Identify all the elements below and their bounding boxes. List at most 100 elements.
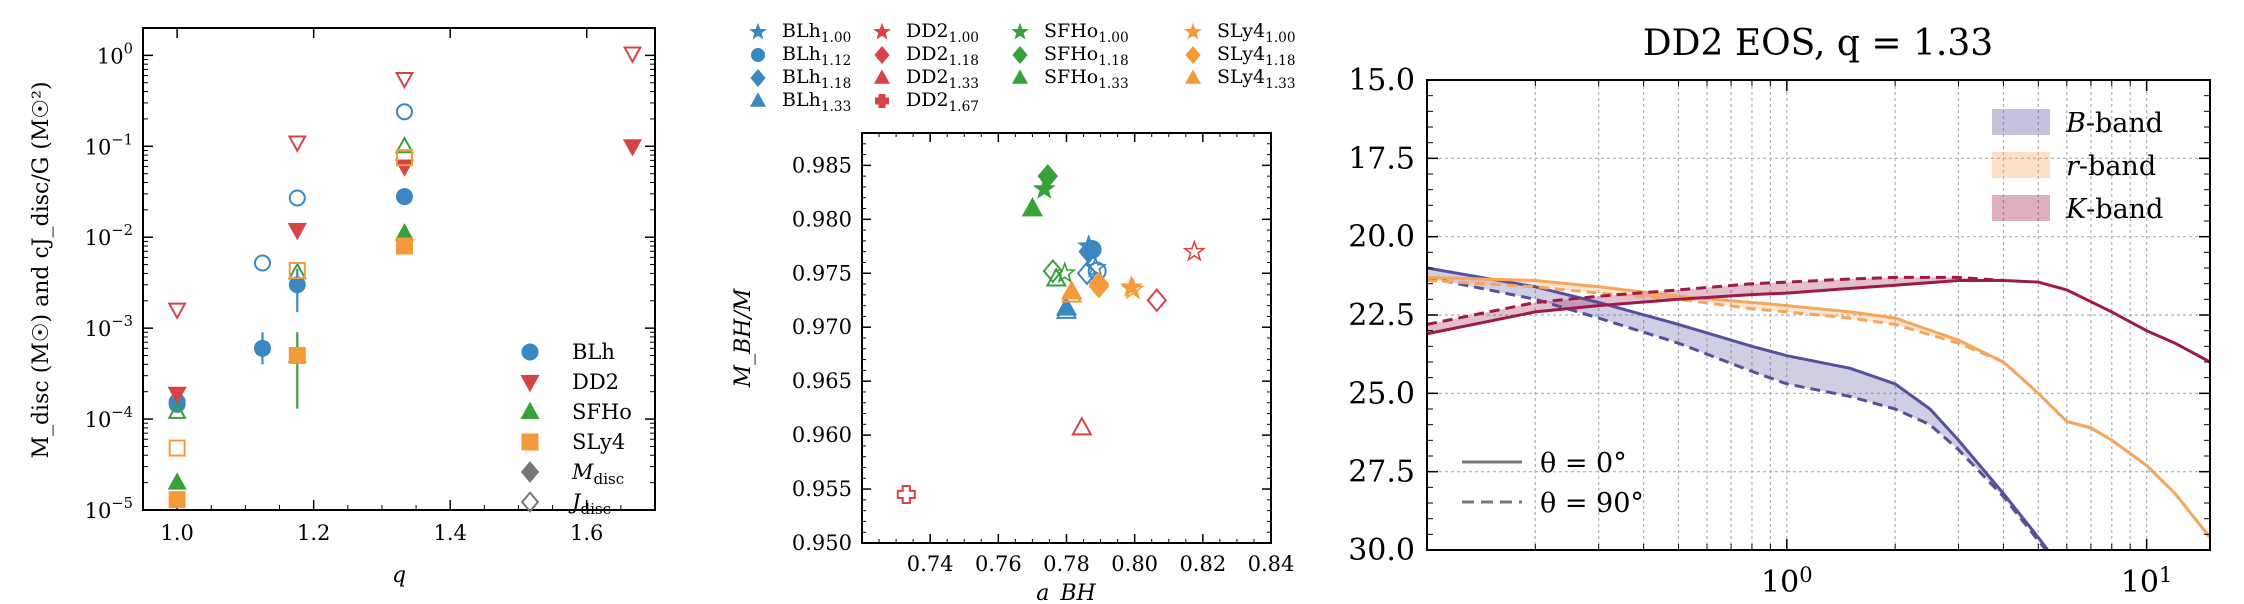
- panel2-legend-label: DD21.33: [906, 66, 979, 92]
- panel1-ytick-label: 10−2: [85, 222, 133, 250]
- panel2-legend-label: SLy41.18: [1217, 43, 1296, 69]
- panel3-ticks: 100 101 15.0 17.5 20.0 22.5 25.0 27.5 30.0: [1348, 63, 2210, 600]
- panel1-ylabel: M_disc (M☉) and cJ_disc/G (M☉²): [29, 81, 54, 458]
- panel1-ytick-label: 10−3: [85, 313, 133, 341]
- panel3-band-K: [1427, 277, 2004, 334]
- panel1-legend-label: SFHo: [572, 400, 632, 424]
- panel2-legend-label: SLy41.00: [1217, 20, 1296, 46]
- panel2-point-BLh-filled: [1055, 296, 1078, 316]
- panel3-ytick-label: 15.0: [1348, 63, 1415, 98]
- panel2-ytick-label: 0.960: [792, 423, 852, 447]
- panel1-point-SFHo-jdisc: [167, 401, 187, 419]
- panel2-ylabel: M_BH/M: [731, 288, 756, 388]
- panel1-point-BLh-jdisc: [253, 254, 271, 272]
- panel1-data: [167, 46, 643, 509]
- panel2-legend-marker: [1184, 22, 1202, 40]
- panel1-point-BLh-mdisc: [288, 276, 306, 294]
- panel3-legend-swatch: [1992, 152, 2050, 178]
- panel1-xtick-label: 1.0: [160, 521, 193, 545]
- panel-bh-mass-vs-spin: 0.74 0.76 0.78 0.80 0.82 0.84 0.950 0.955 0.960 0…: [731, 20, 1296, 604]
- panel2-point-SFHo-filled: [1037, 163, 1058, 189]
- panel2-point-BLh-filled: [1078, 239, 1099, 264]
- panel2-legend-label: BLh1.00: [782, 20, 851, 46]
- panel1-ticks: 1.0 1.2 1.4 1.6 10−5 10−4 10−3 10−2 10−1 100: [85, 27, 655, 545]
- panel1-xlabel: q: [392, 563, 406, 588]
- panel2-frame: [861, 132, 1272, 544]
- panel2-legend-label: DD21.67: [906, 89, 979, 115]
- panel1-point-DD2-jdisc: [394, 71, 415, 90]
- panel3-ytick-label: 20.0: [1348, 220, 1415, 255]
- panel3-legend-label: B-band: [2065, 108, 2163, 139]
- panel1-legend-marker: [520, 461, 540, 483]
- panel2-ytick-label: 0.970: [792, 315, 852, 339]
- panel1-legend-marker: [521, 343, 539, 361]
- panel1-xtick-label: 1.2: [297, 521, 330, 545]
- panel1-point-DD2-mdisc: [287, 223, 307, 241]
- panel2-legend-label: BLh1.18: [782, 66, 851, 92]
- panel3-ytick-label: 17.5: [1348, 141, 1415, 176]
- panel3-linestyle-label: θ = 90°: [1540, 488, 1644, 519]
- panel2-legend-marker: [874, 69, 890, 84]
- panel2-ytick-label: 0.955: [792, 477, 852, 501]
- panel2-legend-marker: [1185, 69, 1201, 84]
- panel2-legend-label: SFHo1.00: [1044, 20, 1129, 46]
- panel1-point-DD2-mdisc: [622, 139, 643, 157]
- panel2-ytick-label: 0.965: [792, 369, 852, 393]
- panel2-legend: BLh1.00 DD21.00 SFHo1.00 SLy41.00 BLh1.12 DD2…: [749, 20, 1296, 115]
- panel2-point-DD2-open: [1182, 239, 1206, 262]
- panel2-ytick-label: 0.975: [792, 261, 852, 285]
- panel3-line-B-90deg: [1427, 275, 2049, 550]
- panel2-legend-marker: [1011, 22, 1029, 40]
- panel2-point-DD2-open: [1071, 416, 1093, 436]
- panel2-point-DD2-open: [1146, 288, 1168, 313]
- panel1-ytick-label: 10−5: [85, 495, 133, 523]
- panel3-ytick-label: 27.5: [1348, 455, 1415, 490]
- panel3-legend-swatch: [1992, 195, 2050, 221]
- panel1-ytick-label: 100: [97, 40, 133, 68]
- panel3-line-K-0deg: [1427, 279, 2210, 364]
- panel2-ytick-label: 0.985: [792, 153, 852, 177]
- panel1-legend-marker: [520, 401, 540, 419]
- panel1-point-SLy4-mdisc: [288, 347, 306, 365]
- panel2-legend-label: SLy41.33: [1217, 66, 1296, 92]
- panel2-point-SFHo-open: [1045, 267, 1067, 287]
- panel2-legend-label: BLh1.12: [782, 43, 851, 69]
- panel3-legend-swatch: [1992, 109, 2050, 135]
- panel2-legend-marker: [874, 45, 890, 65]
- panel2-point-SLy4-filled: [1119, 275, 1143, 298]
- panel1-legend-marker: [520, 375, 540, 393]
- panel3-band-B: [1427, 268, 2048, 550]
- panel2-legend-marker: [1012, 45, 1028, 65]
- panel-light-curves: DD2 EOS, q = 1.33 100 101 15.0 17.5 20.0 22.5…: [1348, 23, 2211, 600]
- panel2-point-SLy4-filled: [1060, 280, 1083, 300]
- panel2-legend-marker: [751, 48, 765, 62]
- panel3-xtick-label: 100: [1761, 563, 1813, 600]
- panel1-legend-label: DD2: [572, 370, 619, 394]
- panel1-point-SLy4-mdisc: [395, 237, 413, 255]
- panel3-legend: B-band r-band K-band θ = 0° θ = 90°: [1462, 108, 2163, 519]
- panel1-point-SLy4-mdisc: [168, 491, 186, 509]
- panel1-point-BLh-jdisc: [395, 103, 413, 121]
- panel2-point-SFHo-filled: [1021, 197, 1044, 217]
- panel1-point-SLy4-jdisc: [168, 439, 186, 457]
- panel1-point-BLh-mdisc: [253, 339, 271, 357]
- panel1-point-SFHo-mdisc: [394, 223, 415, 241]
- panel1-point-SFHo-jdisc: [394, 135, 415, 154]
- panel1-ytick-label: 10−1: [85, 131, 133, 159]
- panel3-title: DD2 EOS, q = 1.33: [1643, 23, 1993, 64]
- panel3-line-r-90deg: [1427, 279, 2210, 539]
- panel2-xtick-label: 0.78: [1043, 552, 1090, 576]
- panel3-linestyle-label: θ = 0°: [1540, 448, 1627, 479]
- panel1-legend-marker: [520, 491, 540, 513]
- panel2-legend-marker: [750, 92, 766, 107]
- panel2-point-SLy4-filled: [1088, 271, 1110, 297]
- panel3-line-B-0deg: [1427, 266, 2050, 550]
- panel2-point-BLh-open: [1076, 261, 1098, 286]
- panel2-xtick-label: 0.74: [907, 552, 954, 576]
- panel2-ytick-label: 0.950: [792, 531, 852, 555]
- panel2-legend-label: SFHo1.33: [1044, 66, 1129, 92]
- panel2-legend-label: DD21.18: [906, 43, 979, 69]
- panel1-legend-label: Mdisc: [571, 460, 624, 488]
